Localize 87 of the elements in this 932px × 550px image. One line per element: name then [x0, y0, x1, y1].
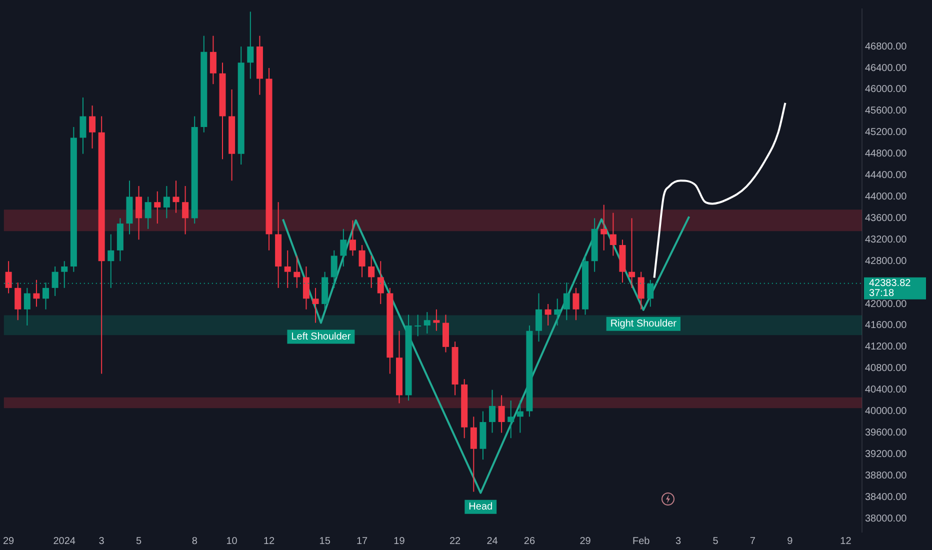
ref-line-label: 42383.82: [869, 278, 912, 290]
candlestick: [340, 228, 347, 267]
candlestick: [89, 105, 96, 149]
x-tick-label: 10: [226, 536, 238, 547]
candlestick: [144, 196, 152, 230]
x-tick-label: 19: [394, 536, 406, 547]
x-tick-label: 29: [580, 536, 592, 547]
y-tick-label: 45600.00: [865, 106, 908, 117]
y-tick-label: 39200.00: [865, 448, 908, 460]
candlestick: [80, 97, 86, 154]
y-tick-label: 43200.00: [865, 234, 908, 246]
candlestick: [536, 292, 542, 342]
candlestick: [414, 314, 422, 337]
x-tick-label: 9: [787, 536, 794, 547]
line-series: [653, 102, 786, 279]
candlestick: [210, 35, 216, 85]
candlestick: [349, 220, 356, 256]
x-tick-label: 24: [486, 536, 498, 547]
x-tick-label: 3: [98, 536, 105, 547]
x-tick-label: 7: [750, 536, 756, 547]
y-tick-label: 42000.00: [865, 298, 908, 310]
y-tick-label: 45200.00: [865, 127, 908, 138]
candlestick: [470, 416, 477, 492]
y-tick-label: 40000.00: [865, 406, 908, 418]
x-tick-label: Feb: [632, 536, 650, 547]
text: 37:18: [869, 288, 894, 300]
y-tick-label: 39600.00: [865, 428, 908, 439]
candlestick: [489, 389, 496, 434]
x-tick-label: 17: [356, 536, 368, 547]
y-tick-label: 44000.00: [865, 191, 908, 202]
candlestick: [377, 260, 384, 305]
candlestick: [312, 287, 319, 324]
candlestick: [5, 260, 12, 294]
candlestick: [572, 287, 580, 321]
x-tick-label: 29: [3, 536, 15, 547]
annotation: Left Shoulder: [291, 332, 352, 343]
y-tick-label: 38400.00: [865, 492, 908, 503]
y-tick-label: 46000.00: [865, 84, 908, 96]
y-tick-label: 46400.00: [865, 62, 908, 74]
x-tick-label: 15: [319, 536, 331, 547]
candlestick: [600, 204, 608, 251]
candlestick: [516, 400, 524, 434]
candlestick: [163, 186, 170, 219]
x-tick-label: 12: [263, 536, 276, 547]
candlestick: [498, 394, 505, 434]
candlestick: [544, 304, 552, 326]
y-tick-label: 42800.00: [865, 256, 908, 267]
candlestick: [294, 255, 300, 288]
candlestick: [14, 282, 22, 321]
x-tick-label: 22: [449, 536, 462, 547]
y-tick-label: 38000.00: [865, 513, 908, 524]
candlestick: [424, 312, 430, 334]
candlestick: [433, 308, 440, 332]
candlestick: [136, 186, 142, 240]
y-tick-label: 44800.00: [865, 148, 908, 160]
y-tick-label: 43600.00: [865, 212, 908, 224]
y-tick-label: 40400.00: [865, 384, 908, 396]
candlestick: [368, 255, 375, 288]
candlestick: [302, 266, 310, 310]
candlestick: [24, 287, 30, 326]
candlestick: [154, 190, 161, 224]
candlestick: [247, 11, 254, 80]
candlestick: [182, 186, 189, 235]
y-tick-label: 41200.00: [865, 342, 908, 353]
x-tick-label: 26: [524, 536, 536, 547]
y-tick-label: 44400.00: [865, 170, 908, 182]
candlestick: [33, 279, 40, 308]
x-tick-label: 5: [712, 536, 719, 547]
y-tick-label: 41600.00: [865, 320, 908, 332]
candlestick: [508, 400, 514, 439]
annotation: Right Shoulder: [610, 318, 678, 330]
x-tick-label: 2024: [53, 536, 76, 547]
x-tick-label: 12: [840, 536, 852, 547]
x-tick-label: 8: [192, 536, 198, 547]
x-tick-label: 5: [136, 536, 142, 547]
candlestick: [358, 244, 366, 278]
candlestick: [628, 218, 636, 288]
candlestick: [610, 212, 616, 256]
y-tick-label: 38800.00: [865, 470, 908, 482]
y-tick-label: 40800.00: [865, 363, 908, 374]
x-tick-label: 3: [676, 536, 682, 547]
candlestick: [284, 250, 291, 288]
candlestick: [172, 180, 180, 214]
candlestick: [554, 298, 561, 326]
candlestick: [638, 271, 644, 310]
y-tick-label: 46800.00: [865, 41, 908, 52]
annotation: Head: [468, 502, 493, 513]
